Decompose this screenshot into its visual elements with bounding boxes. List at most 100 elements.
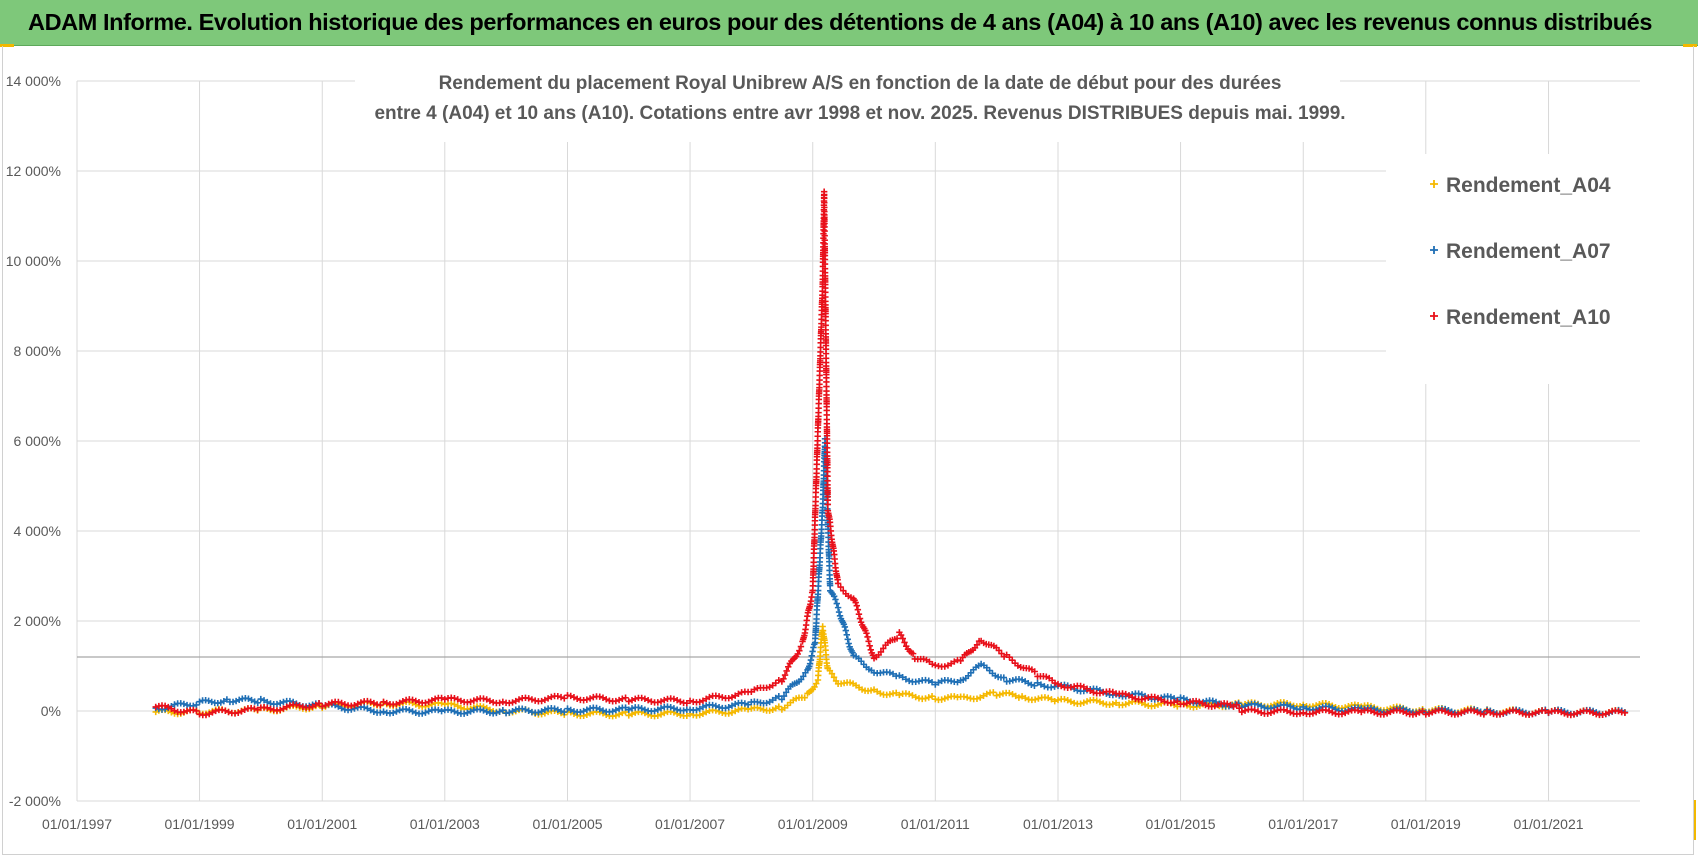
data-point xyxy=(1345,708,1352,715)
data-point xyxy=(1487,709,1494,716)
data-point xyxy=(865,638,872,645)
data-point xyxy=(896,672,903,679)
legend-label: Rendement_A10 xyxy=(1446,306,1611,329)
data-point xyxy=(596,705,603,713)
data-point xyxy=(846,679,854,686)
data-point xyxy=(522,706,529,713)
data-point xyxy=(1461,708,1468,715)
data-point xyxy=(1122,701,1129,708)
data-point xyxy=(235,709,242,716)
data-point xyxy=(735,690,742,697)
data-point xyxy=(632,695,639,703)
data-point xyxy=(1519,710,1526,717)
data-point xyxy=(1028,681,1035,689)
data-point xyxy=(383,699,390,707)
chart: -2 000% 0% 2 000% 4 000% 6 000% 8 000% 10 000%… xyxy=(6,64,1641,832)
data-point xyxy=(180,700,188,708)
corner-mark-bottom-right xyxy=(1693,800,1696,840)
data-point xyxy=(1400,708,1407,715)
x-tick-label: 01/01/2017 xyxy=(1268,816,1338,832)
data-point xyxy=(1202,701,1209,709)
data-point xyxy=(567,706,574,714)
y-tick-label: 8 000% xyxy=(14,343,61,359)
data-point xyxy=(412,709,419,717)
data-point xyxy=(1174,698,1181,705)
y-tick-label: 10 000% xyxy=(6,253,61,269)
data-point xyxy=(728,709,736,716)
data-point xyxy=(360,704,368,711)
data-point xyxy=(657,711,665,718)
data-point xyxy=(778,696,786,703)
data-point xyxy=(925,677,932,684)
data-point xyxy=(1267,709,1275,717)
data-point xyxy=(1238,708,1246,716)
data-point xyxy=(544,695,552,702)
data-point xyxy=(947,677,955,685)
data-point xyxy=(1577,708,1584,715)
data-point xyxy=(852,599,859,606)
corner-mark-right xyxy=(1683,44,1697,47)
data-point xyxy=(1316,707,1323,714)
data-point xyxy=(1077,682,1084,690)
data-point xyxy=(641,706,649,713)
data-point xyxy=(257,695,265,703)
data-point xyxy=(541,706,549,714)
data-point xyxy=(425,698,432,706)
data-point xyxy=(801,694,808,701)
x-tick-label: 01/01/2001 xyxy=(287,816,357,832)
data-point xyxy=(435,706,442,714)
data-point xyxy=(1233,701,1240,708)
data-point xyxy=(957,657,964,664)
data-point xyxy=(254,699,261,707)
data-point xyxy=(561,695,568,702)
data-point xyxy=(205,697,212,705)
data-point xyxy=(866,642,873,649)
data-point xyxy=(1480,711,1488,718)
data-point xyxy=(1419,707,1426,715)
data-point xyxy=(171,701,178,708)
x-tick-label: 01/01/1999 xyxy=(165,816,235,832)
data-point xyxy=(1387,708,1394,716)
data-point xyxy=(1031,696,1039,703)
data-point xyxy=(235,696,243,703)
data-point xyxy=(625,706,632,713)
data-point xyxy=(830,674,838,681)
data-point xyxy=(1000,674,1008,681)
data-point xyxy=(1264,710,1271,717)
data-point xyxy=(706,693,713,701)
data-point xyxy=(1554,707,1562,715)
data-point xyxy=(280,698,287,706)
data-point xyxy=(854,606,862,613)
x-tick-label: 01/01/2009 xyxy=(778,816,848,832)
data-point xyxy=(709,701,716,709)
data-point xyxy=(1396,707,1404,714)
data-point xyxy=(983,690,990,698)
data-point xyxy=(696,711,703,719)
data-point xyxy=(1251,700,1258,708)
data-point xyxy=(551,705,558,712)
data-point xyxy=(853,602,860,609)
data-point xyxy=(245,695,252,702)
data-point xyxy=(1099,700,1107,707)
data-point xyxy=(1454,710,1462,718)
data-point xyxy=(422,709,429,716)
data-point xyxy=(1383,710,1391,717)
data-point xyxy=(1009,677,1017,684)
series-Rendement_A10 xyxy=(152,188,1629,719)
data-point xyxy=(603,696,610,703)
data-point xyxy=(807,656,815,664)
data-point xyxy=(1054,696,1062,704)
data-point xyxy=(938,696,945,703)
data-point xyxy=(651,707,658,715)
data-point xyxy=(596,693,603,700)
data-point xyxy=(886,669,894,676)
data-point xyxy=(867,687,875,694)
data-point xyxy=(944,694,952,701)
data-point xyxy=(677,698,684,705)
data-point xyxy=(399,698,407,705)
corner-mark-left xyxy=(0,44,14,47)
data-point xyxy=(806,660,814,667)
data-point xyxy=(928,692,936,700)
data-point xyxy=(341,701,349,708)
data-point xyxy=(702,708,710,716)
